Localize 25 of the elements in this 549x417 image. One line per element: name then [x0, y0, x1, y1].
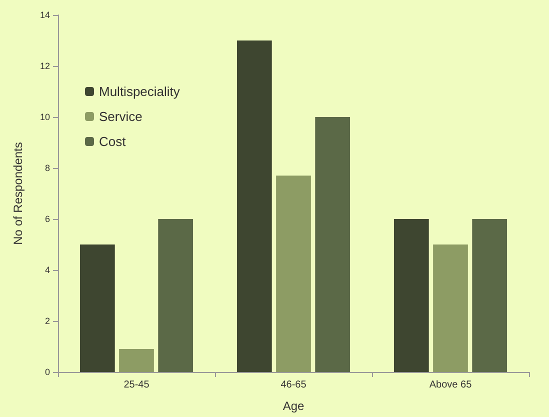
y-tick-label: 4 — [44, 265, 50, 275]
y-tick-label: 2 — [44, 316, 50, 326]
bar — [472, 219, 508, 372]
y-tick-label: 8 — [44, 163, 50, 173]
y-tick-label: 6 — [44, 214, 50, 224]
bar — [119, 349, 154, 372]
bar — [80, 244, 115, 372]
bar — [236, 40, 272, 372]
y-axis-title: No of Respondents — [11, 142, 25, 245]
legend-label: Service — [99, 109, 142, 124]
bar — [433, 244, 468, 372]
x-tick-label: 46-65 — [280, 380, 307, 390]
y-tick-label: 12 — [40, 61, 50, 71]
bar — [276, 176, 311, 372]
legend-label: Cost — [99, 134, 126, 149]
bar — [394, 219, 429, 372]
x-axis-title: Age — [282, 399, 304, 413]
y-tick-label: 0 — [44, 367, 50, 377]
y-tick-label: 14 — [40, 10, 50, 20]
bar — [158, 219, 194, 372]
y-tick-label: 10 — [40, 112, 50, 122]
x-tick-label: 25-45 — [124, 380, 150, 390]
bar — [315, 117, 350, 372]
x-tick-label: Above 65 — [429, 380, 472, 390]
legend-label: Multispeciality — [99, 84, 180, 99]
